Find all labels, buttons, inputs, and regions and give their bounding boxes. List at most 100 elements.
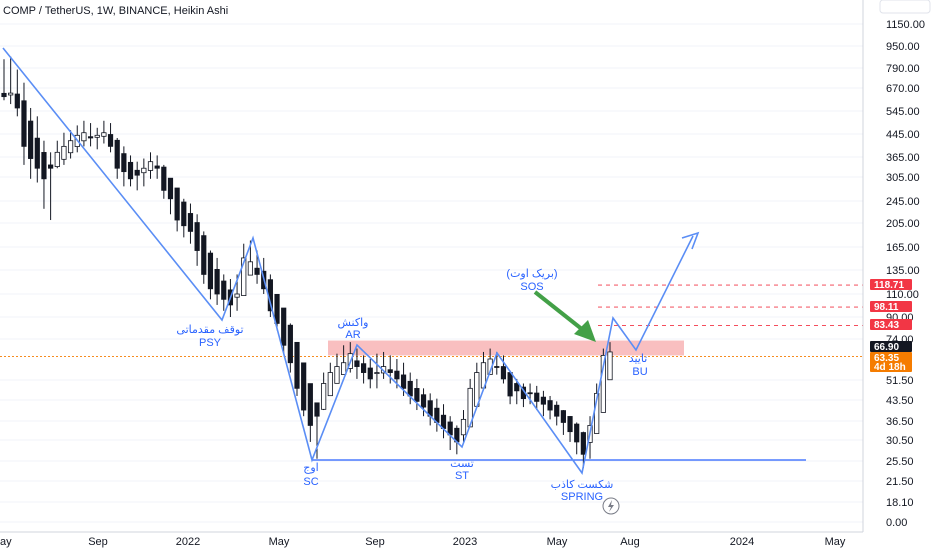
candle-body	[334, 366, 340, 384]
x-tick-label: May	[269, 536, 290, 548]
candle-body	[367, 367, 373, 380]
candle-body	[134, 169, 140, 176]
candle-body	[414, 388, 420, 402]
y-tick-label: 445.00	[886, 129, 920, 141]
y-tick-label: 36.50	[886, 416, 914, 428]
candle-body	[527, 392, 533, 395]
x-tick-label: 2023	[453, 536, 477, 548]
price-tag	[870, 361, 912, 372]
price-tag-label: 118.71	[874, 280, 904, 291]
candle-body	[114, 139, 120, 169]
candle-body	[107, 134, 114, 147]
candle-body	[554, 404, 560, 417]
annotation-en: ST	[455, 470, 469, 482]
candle-body	[67, 140, 74, 154]
candle-body	[234, 293, 240, 298]
lightning-icon[interactable]	[602, 497, 620, 515]
annotation-en: SC	[303, 476, 318, 488]
candle-body	[374, 372, 380, 374]
candle-body	[341, 362, 347, 375]
annotation-fa: (بریک اوت)	[506, 268, 557, 280]
candle-body	[607, 351, 613, 381]
candle-body	[287, 324, 293, 364]
candle-body	[307, 383, 313, 426]
price-tag	[870, 279, 912, 290]
candle-body	[194, 222, 200, 251]
candle-body	[8, 92, 14, 96]
chart-title: COMP / TetherUS, 1W, BINANCE, Heikin Ash…	[3, 5, 228, 17]
y-tick-label: 790.00	[886, 63, 920, 75]
candle-body	[274, 293, 280, 324]
candle-body	[301, 362, 307, 411]
x-tick-label: 2022	[176, 536, 200, 548]
y-tick-label: 0.00	[886, 517, 907, 529]
y-tick-label: 25.50	[886, 456, 914, 468]
price-tag-label: 98.11	[874, 302, 899, 313]
candle-body	[547, 400, 553, 411]
wyckoff-pattern	[2, 47, 700, 475]
y-tick-label: 21.50	[886, 476, 914, 488]
candle-body	[141, 167, 147, 174]
candle-body	[327, 372, 333, 397]
annotation-fa: تست	[450, 458, 474, 470]
candle-body	[540, 396, 547, 405]
x-tick-label: Sep	[365, 536, 385, 548]
candle-body	[181, 201, 187, 227]
candle-body	[28, 120, 34, 159]
candle-body	[574, 423, 580, 443]
candle-body	[121, 153, 127, 173]
candle-body	[14, 93, 20, 109]
y-axis: 1150.00 950.00 790.00 670.00 545.00 445.00 365…	[886, 19, 925, 529]
price-tag	[870, 319, 912, 330]
candle-body	[201, 235, 207, 275]
candle-body	[247, 261, 253, 276]
candle-body	[507, 372, 513, 397]
candle-body	[187, 213, 194, 232]
candle-body	[361, 363, 367, 373]
y-tick-label: 110.00	[886, 289, 919, 301]
y-tick-label: 135.00	[886, 265, 920, 277]
candle-body	[241, 257, 247, 296]
y-tick-label: 205.00	[886, 218, 920, 230]
candle-body	[560, 410, 566, 423]
candle-body	[420, 394, 427, 408]
sos-arrow-head	[574, 320, 596, 342]
x-axis: ay Sep 2022 May Sep 2023 May Aug 2024 May	[0, 536, 846, 548]
x-tick-label: Aug	[620, 536, 640, 548]
price-tag-label: 63.35	[874, 353, 899, 364]
annotation-en: AR	[345, 329, 360, 341]
candle-body	[207, 252, 214, 290]
candle-body	[407, 380, 413, 397]
y-tick-label: 365.00	[886, 152, 920, 164]
annotation-en: SOS	[520, 281, 543, 293]
candle-body	[294, 341, 300, 389]
y-tick-label: 18.10	[886, 497, 914, 509]
candle-body	[161, 166, 167, 191]
candle-body	[600, 355, 606, 413]
candle-body	[254, 267, 260, 275]
grid	[0, 23, 863, 523]
candle-body	[460, 418, 467, 436]
candle-body	[147, 161, 154, 171]
candle-body	[400, 374, 407, 389]
candle-body	[281, 307, 287, 346]
price-tag-label: 83.43	[874, 320, 899, 331]
annotation-fa: شکست کاذب	[551, 479, 614, 491]
candle-body	[167, 177, 174, 200]
candle-body	[387, 369, 393, 373]
candle-body	[54, 151, 60, 167]
y-tick-label: 43.50	[886, 395, 914, 407]
candle-body	[34, 137, 40, 169]
candle-body	[567, 416, 573, 433]
candle-body	[127, 161, 134, 180]
candle-body	[174, 187, 180, 221]
candle-body	[81, 132, 87, 142]
candles	[1, 56, 613, 469]
annotation-fa: توقف مقدماتی	[176, 324, 243, 336]
candle-body	[354, 360, 360, 367]
candle-body	[494, 366, 500, 368]
currency-button[interactable]	[879, 0, 931, 14]
price-tag	[870, 341, 912, 352]
